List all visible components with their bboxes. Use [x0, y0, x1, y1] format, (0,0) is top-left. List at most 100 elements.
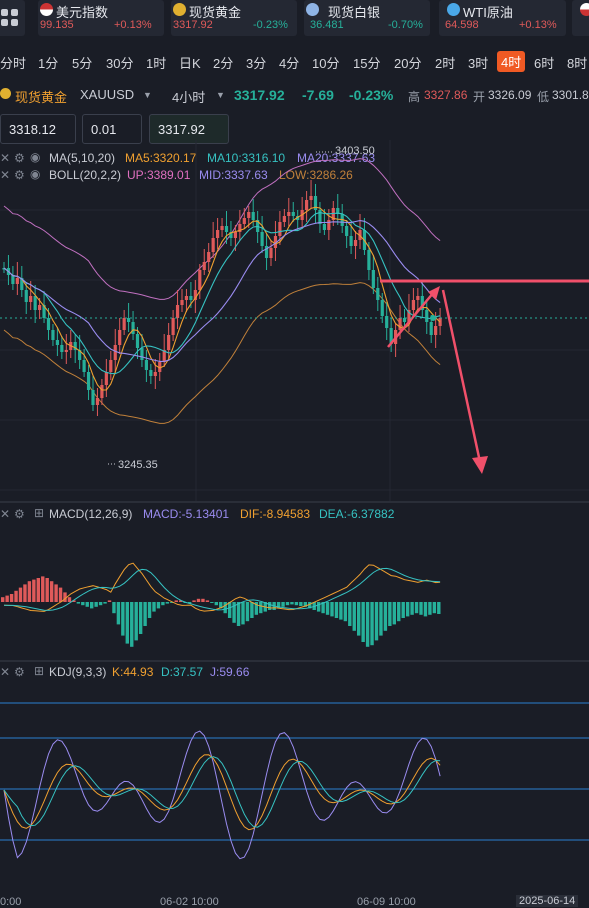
macd-bar — [18, 587, 23, 602]
macd-label: MACD(12,26,9) — [49, 507, 133, 521]
add-icon[interactable]: ⊞ — [34, 506, 45, 520]
macd-bar — [330, 602, 334, 617]
candle-body — [371, 270, 375, 288]
grid-menu-button[interactable] — [0, 0, 25, 36]
tab-timeframe[interactable]: 10分 — [312, 56, 340, 71]
tab-timeframe-selected[interactable]: 4时 — [497, 51, 526, 72]
candle-body — [420, 296, 424, 310]
macd-bar — [41, 576, 45, 602]
lot-size-input[interactable]: 0.01 — [82, 114, 142, 144]
oil-icon — [447, 3, 460, 16]
tab-timeframe[interactable]: 3分 — [246, 56, 267, 71]
candle-body — [251, 212, 255, 220]
candle-body — [309, 196, 313, 200]
tab-timeframe[interactable]: 5分 — [72, 56, 93, 71]
settings-icon[interactable]: ⚙ — [14, 507, 25, 521]
macd-bar — [370, 602, 374, 646]
settings-icon[interactable]: ⚙ — [14, 168, 25, 182]
macd-bar — [63, 592, 67, 602]
us-flag-icon — [40, 3, 53, 16]
settings-icon[interactable]: ⚙ — [14, 665, 25, 679]
pane-divider[interactable] — [0, 660, 589, 662]
candle-body — [278, 222, 282, 236]
tab-timeframe[interactable]: 20分 — [394, 56, 422, 71]
candlesticks — [2, 180, 442, 416]
candle-body — [64, 350, 68, 352]
eye-icon[interactable]: ◉ — [30, 150, 41, 164]
tab-timeframe[interactable]: 2分 — [213, 56, 234, 71]
period-selector[interactable]: 4小时 — [172, 90, 206, 105]
dea-line — [3, 567, 441, 611]
tab-timeframe[interactable]: 3时 — [468, 56, 489, 71]
candle-body — [273, 236, 278, 248]
tab-timeframe[interactable]: 6时 — [534, 56, 555, 71]
tab-timeframe[interactable]: 分时 — [0, 56, 27, 71]
symbol-name[interactable]: 现货黄金 — [15, 90, 68, 105]
macd-bar — [374, 602, 379, 641]
candle-body — [211, 238, 215, 252]
tab-timeframe[interactable]: 30分 — [106, 56, 134, 71]
price-chart[interactable]: 3403.50 3245.35 — [0, 140, 589, 502]
macd-bar — [67, 597, 72, 602]
macd-chart[interactable] — [0, 524, 589, 660]
macd-bar — [405, 602, 410, 617]
grid-icon — [0, 8, 20, 28]
candle-body — [193, 290, 197, 300]
analysis-drawing — [380, 279, 589, 474]
macd-bar — [285, 602, 290, 606]
close-icon[interactable]: ✕ — [0, 168, 11, 182]
ticker-wti-oil[interactable]: WTI原油 64.598 +0.13% — [439, 0, 566, 36]
macd-bar — [383, 602, 388, 631]
close-icon[interactable]: ✕ — [0, 507, 11, 521]
symbol-code[interactable]: XAUUSD — [80, 87, 135, 102]
candle-body — [202, 262, 206, 270]
ticker-spot-silver[interactable]: 现货白银 36.481 -0.70% — [304, 0, 430, 36]
close-icon[interactable]: ✕ — [0, 151, 11, 165]
k-value: K:44.93 — [112, 665, 154, 679]
macd-bar — [214, 602, 218, 606]
ask-price-box[interactable]: 3317.92 — [149, 114, 229, 144]
eye-icon[interactable]: ◉ — [30, 167, 41, 181]
candle-body — [398, 318, 402, 330]
dea-value: DEA:-6.37882 — [319, 507, 395, 521]
ticker-next[interactable] — [572, 0, 589, 36]
tab-timeframe[interactable]: 8时 — [567, 56, 588, 71]
tab-timeframe[interactable]: 1时 — [146, 56, 167, 71]
macd-bar — [5, 595, 9, 602]
macd-bar — [232, 602, 236, 623]
candle-body — [167, 335, 171, 350]
ticker-usd-index[interactable]: 美元指数 99.135 +0.13% — [38, 0, 164, 36]
tab-timeframe[interactable]: 4分 — [279, 56, 300, 71]
candle-body — [184, 296, 189, 300]
drop-arrow-line — [441, 289, 482, 463]
macd-bar — [205, 600, 210, 602]
candle-body — [291, 212, 295, 216]
chevron-down-icon[interactable]: ▼ — [143, 90, 152, 100]
settings-icon[interactable]: ⚙ — [14, 151, 25, 165]
tab-timeframe[interactable]: 日K — [179, 56, 201, 71]
moving-averages — [3, 206, 441, 391]
candle-body — [15, 278, 19, 284]
macd-bar — [290, 602, 294, 605]
add-icon[interactable]: ⊞ — [34, 664, 45, 678]
macd-bar — [9, 594, 14, 602]
pane-divider[interactable] — [0, 501, 589, 503]
macd-bar — [410, 602, 414, 615]
ticker-change: -0.23% — [253, 19, 288, 31]
price-change: -7.69 — [302, 87, 334, 103]
ticker-spot-gold[interactable]: 现货黄金 3317.92 -0.23% — [171, 0, 297, 36]
candle-body — [305, 200, 309, 210]
tab-timeframe[interactable]: 2时 — [435, 56, 456, 71]
candle-body — [411, 300, 415, 310]
tab-timeframe[interactable]: 1分 — [38, 56, 59, 71]
kdj-chart[interactable] — [0, 682, 589, 894]
chevron-down-icon[interactable]: ▼ — [216, 90, 225, 100]
ticker-change: -0.70% — [388, 19, 423, 31]
tab-timeframe[interactable]: 15分 — [353, 56, 381, 71]
ticker-price: 36.481 — [310, 19, 344, 31]
d-line — [3, 756, 441, 828]
close-icon[interactable]: ✕ — [0, 665, 11, 679]
bid-price-box[interactable]: 3318.12 — [0, 114, 76, 144]
ma20-line — [3, 220, 441, 362]
candle-body — [380, 300, 384, 316]
